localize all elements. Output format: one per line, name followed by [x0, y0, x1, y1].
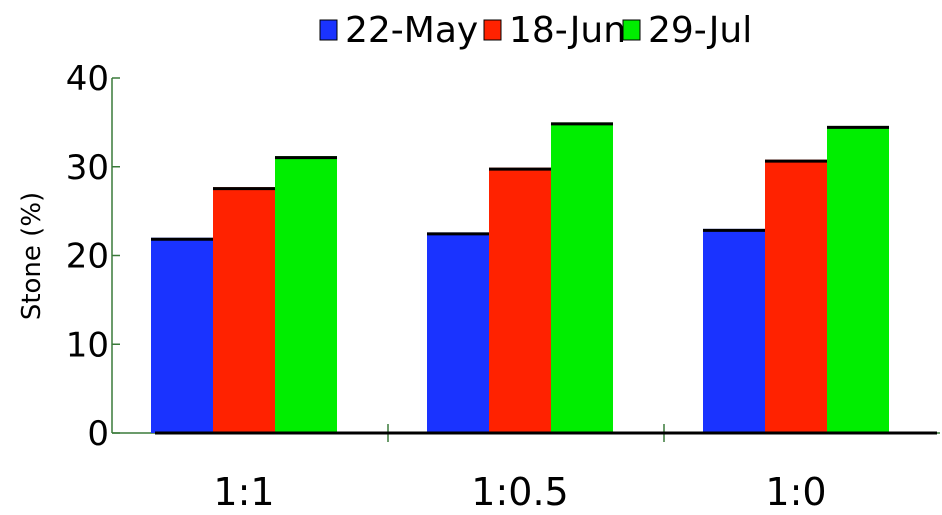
legend-swatch — [319, 19, 338, 41]
y-tick-label: 30 — [66, 148, 109, 188]
bar — [765, 159, 827, 433]
bar — [489, 167, 551, 433]
bar — [427, 232, 489, 433]
x-tick-label: 1:0 — [765, 470, 826, 514]
y-axis: 0 10 20 30 40 — [66, 59, 120, 454]
y-tick-label: 20 — [66, 237, 109, 277]
x-tick-label: 1:0.5 — [471, 470, 568, 514]
bars — [151, 122, 937, 435]
bar — [213, 187, 275, 433]
legend-label: 22-May — [345, 10, 478, 51]
x-tick-label: 1:1 — [213, 470, 274, 514]
y-tick-label: 0 — [87, 414, 109, 454]
y-axis-title: Stone (%) — [17, 192, 47, 320]
bar — [827, 125, 889, 434]
legend-label: 18-Jun — [509, 10, 626, 51]
bar — [151, 237, 213, 433]
legend-swatch — [483, 19, 502, 41]
bar — [551, 122, 613, 433]
legend: 22-May 18-Jun 29-Jul — [319, 10, 752, 51]
x-axis: 1:1 1:0.5 1:0 — [112, 424, 940, 514]
legend-label: 29-Jul — [648, 10, 752, 51]
bar — [275, 156, 337, 433]
y-tick-label: 10 — [66, 325, 109, 365]
bar — [703, 228, 765, 433]
y-tick-label: 40 — [66, 59, 109, 99]
legend-swatch — [622, 19, 641, 41]
